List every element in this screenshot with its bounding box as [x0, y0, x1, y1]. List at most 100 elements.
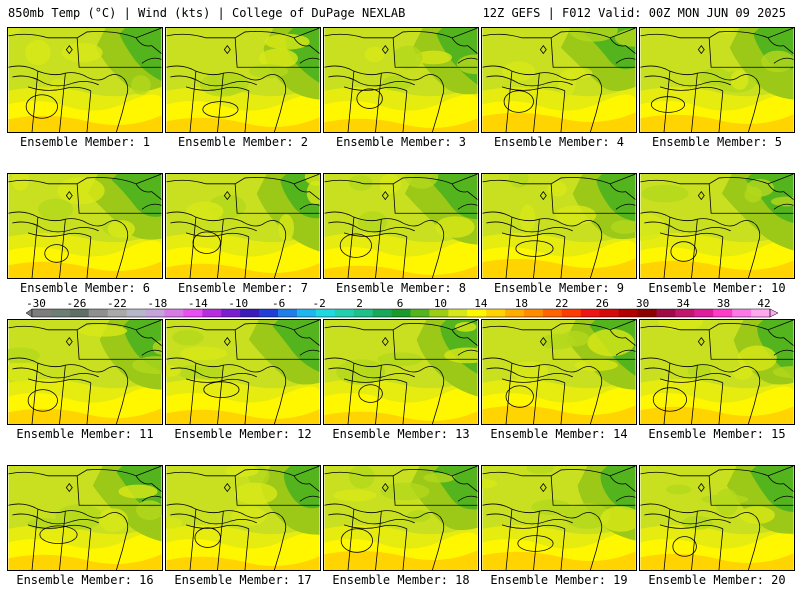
colorbar-swatch [675, 309, 695, 317]
ensemble-member-label: Ensemble Member: 20 [648, 573, 786, 587]
colorbar-tick-label: -26 [67, 297, 87, 310]
colorbar-swatch [429, 309, 449, 317]
ensemble-member-map [323, 465, 479, 571]
temperature-map [324, 174, 478, 278]
temperature-map [640, 28, 794, 132]
colorbar-tick-label: -6 [272, 297, 285, 310]
colorbar-swatch [221, 309, 241, 317]
ensemble-member-label: Ensemble Member: 2 [177, 135, 309, 149]
ensemble-member-map [7, 465, 163, 571]
colorbar-swatch [107, 309, 128, 317]
colorbar-tick-label: -18 [147, 297, 167, 310]
ensemble-member-label: Ensemble Member: 6 [19, 281, 151, 295]
colorbar-swatch [542, 309, 563, 317]
colorbar-tick-label: -14 [188, 297, 208, 310]
temperature-map [166, 320, 320, 424]
colorbar-swatch [448, 309, 468, 317]
ensemble-member-map [165, 173, 321, 279]
ensemble-member-label: Ensemble Member: 13 [332, 427, 470, 441]
temperature-map [324, 466, 478, 570]
colorbar-swatch [259, 309, 279, 317]
temperature-map [166, 174, 320, 278]
colorbar-swatch [505, 309, 525, 317]
ensemble-member-label: Ensemble Member: 10 [648, 281, 786, 295]
colorbar-swatch [315, 309, 336, 317]
temperature-map [8, 320, 162, 424]
colorbar-swatch [391, 309, 411, 317]
colorbar-tick-label: -2 [312, 297, 325, 310]
temperature-map [482, 28, 636, 132]
colorbar-swatch [751, 309, 771, 317]
colorbar-high-arrow [769, 308, 779, 318]
ensemble-member-map [165, 27, 321, 133]
colorbar-tick-label: 42 [757, 297, 770, 310]
ensemble-member-map [7, 27, 163, 133]
colorbar-swatch [69, 309, 90, 317]
colorbar-swatch [618, 309, 638, 317]
ensemble-member-map [481, 319, 637, 425]
colorbar-tick-label: -22 [107, 297, 127, 310]
colorbar-swatch [637, 309, 657, 317]
colorbar-swatch [656, 309, 676, 317]
ensemble-member-label: Ensemble Member: 18 [332, 573, 470, 587]
temperature-map [166, 28, 320, 132]
colorbar-tick-label: -30 [26, 297, 46, 310]
colorbar-swatch [126, 309, 146, 317]
colorbar-swatch [88, 309, 109, 317]
colorbar-swatch [694, 309, 714, 317]
ensemble-member-label: Ensemble Member: 3 [335, 135, 467, 149]
temperature-map [8, 466, 162, 570]
ensemble-member-map [639, 465, 795, 571]
ensemble-member-label: Ensemble Member: 12 [174, 427, 312, 441]
model-valid-time: 12Z GEFS | F012 Valid: 00Z MON JUN 09 20… [482, 6, 786, 20]
ensemble-member-map [639, 319, 795, 425]
ensemble-member-label: Ensemble Member: 1 [19, 135, 151, 149]
colorbar-tick-label: 34 [676, 297, 690, 310]
ensemble-member-map [7, 319, 163, 425]
temperature-map [482, 174, 636, 278]
colorbar-swatch [278, 309, 298, 317]
colorbar-swatch [334, 309, 355, 317]
ensemble-member-label: Ensemble Member: 14 [490, 427, 628, 441]
colorbar-swatch [524, 309, 544, 317]
colorbar-tick-label: 14 [474, 297, 488, 310]
ensemble-member-map [481, 465, 637, 571]
colorbar-swatch [713, 309, 733, 317]
ensemble-member-map [323, 319, 479, 425]
colorbar-swatch [486, 309, 506, 317]
colorbar-swatch [353, 309, 374, 317]
colorbar-tick-label: 18 [515, 297, 528, 310]
ensemble-member-map [639, 173, 795, 279]
temperature-map [640, 174, 794, 278]
ensemble-member-map [639, 27, 795, 133]
temperature-map [166, 466, 320, 570]
colorbar-swatch [145, 309, 165, 317]
colorbar-low-arrow [25, 308, 33, 318]
ensemble-member-label: Ensemble Member: 17 [174, 573, 312, 587]
ensemble-member-map [165, 465, 321, 571]
ensemble-member-map [323, 27, 479, 133]
temperature-map [482, 466, 636, 570]
temperature-map [324, 320, 478, 424]
colorbar-swatch [467, 309, 487, 317]
temperature-map [8, 174, 162, 278]
colorbar-swatch [183, 309, 203, 317]
colorbar-swatch [372, 309, 392, 317]
ensemble-member-label: Ensemble Member: 8 [335, 281, 467, 295]
temperature-map [482, 320, 636, 424]
colorbar-tick-label: -10 [228, 297, 248, 310]
ensemble-member-map [165, 319, 321, 425]
ensemble-member-map [323, 173, 479, 279]
ensemble-member-label: Ensemble Member: 16 [16, 573, 154, 587]
colorbar-tick-label: 6 [397, 297, 404, 310]
colorbar-swatch [240, 309, 260, 317]
ensemble-member-label: Ensemble Member: 7 [177, 281, 309, 295]
ensemble-member-map [481, 27, 637, 133]
ensemble-member-label: Ensemble Member: 5 [651, 135, 783, 149]
temperature-map [324, 28, 478, 132]
colorbar-swatch [32, 309, 52, 317]
colorbar-swatch [296, 309, 317, 317]
colorbar-tick-label: 26 [596, 297, 609, 310]
colorbar-tick-label: 10 [434, 297, 447, 310]
